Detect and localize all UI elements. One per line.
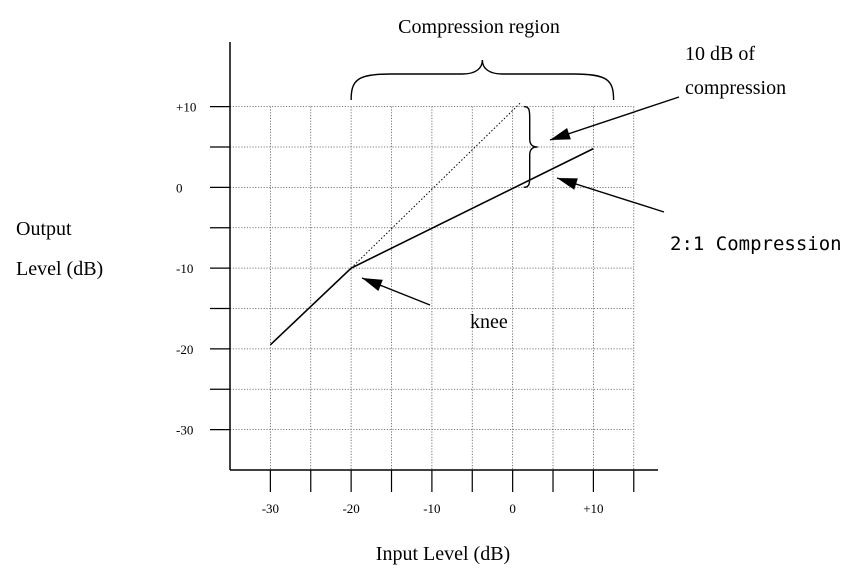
y-tick-label: -30 [176,423,193,438]
compression-amount-brace [523,105,538,189]
y-axis-label-line1: Output [16,218,72,240]
knee-arrow-head [362,278,383,291]
y-tick-labels: +10 0 -10 -20 -30 [176,100,196,438]
y-tick-label: +10 [176,100,196,115]
compression-region-brace [350,59,615,101]
axes [210,42,658,492]
ratio-label: 2:1 Compression [670,233,842,255]
x-axis-label: Input Level (dB) [376,543,510,565]
compression-amount-label-line2: compression [685,77,786,99]
grid [230,106,635,470]
x-tick-label: -10 [423,501,440,516]
y-tick-label: -10 [176,261,193,276]
y-tick-label: 0 [176,180,183,195]
x-tick-label: -20 [342,501,359,516]
x-tick-labels: -30 -20 -10 0 +10 [262,501,604,516]
series [269,102,594,346]
x-tick-label: +10 [583,501,603,516]
y-axis-label-line2: Level (dB) [16,258,103,280]
annotations [350,59,680,306]
y-tick-label: -20 [176,342,193,357]
knee-label: knee [470,311,508,333]
compression-amount-arrow-shaft [549,96,680,141]
compression-amount-label-line1: 10 dB of [685,43,755,65]
compression-region-label: Compression region [398,16,560,38]
ratio-arrow-head [557,178,578,190]
uncompressed-line [350,102,522,269]
x-tick-label: -30 [262,501,279,516]
compression-amount-arrow-head [550,127,571,140]
x-tick-label: 0 [509,501,516,516]
